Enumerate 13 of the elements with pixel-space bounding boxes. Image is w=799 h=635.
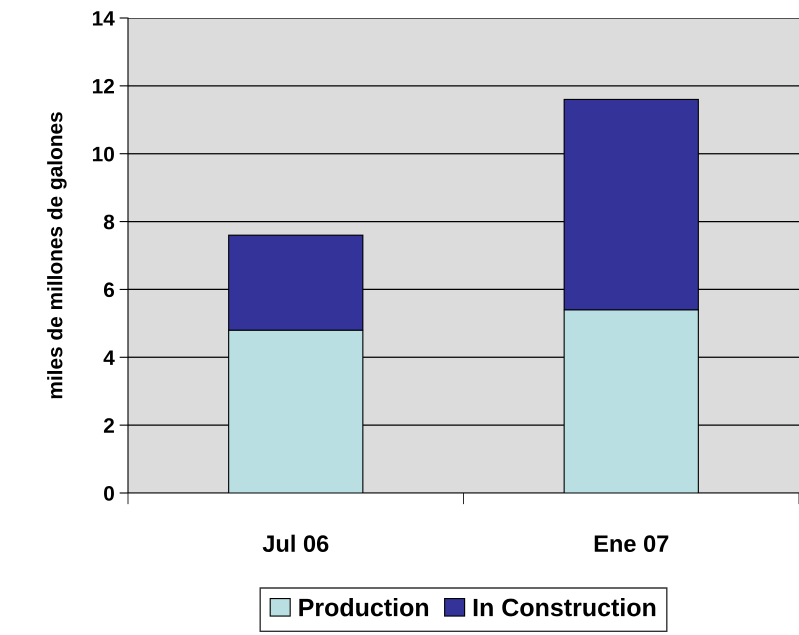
y-tick-label: 14 [92, 11, 115, 26]
y-axis-title: miles de millones de galones [47, 112, 67, 398]
legend-label: In Construction [474, 598, 656, 616]
y-tick-label: 10 [92, 146, 114, 162]
legend-label: Production [299, 598, 428, 616]
x-tick-label: Ene 07 [594, 535, 668, 552]
y-tick-label: 0 [104, 486, 114, 501]
y-tick-label: 12 [92, 78, 114, 94]
y-tick-label: 6 [104, 282, 114, 298]
y-tick-label: 8 [104, 214, 114, 230]
y-tick-label: 2 [104, 418, 114, 433]
y-tick-label: 4 [104, 350, 115, 365]
x-tick-label: Jul 06 [262, 534, 328, 552]
